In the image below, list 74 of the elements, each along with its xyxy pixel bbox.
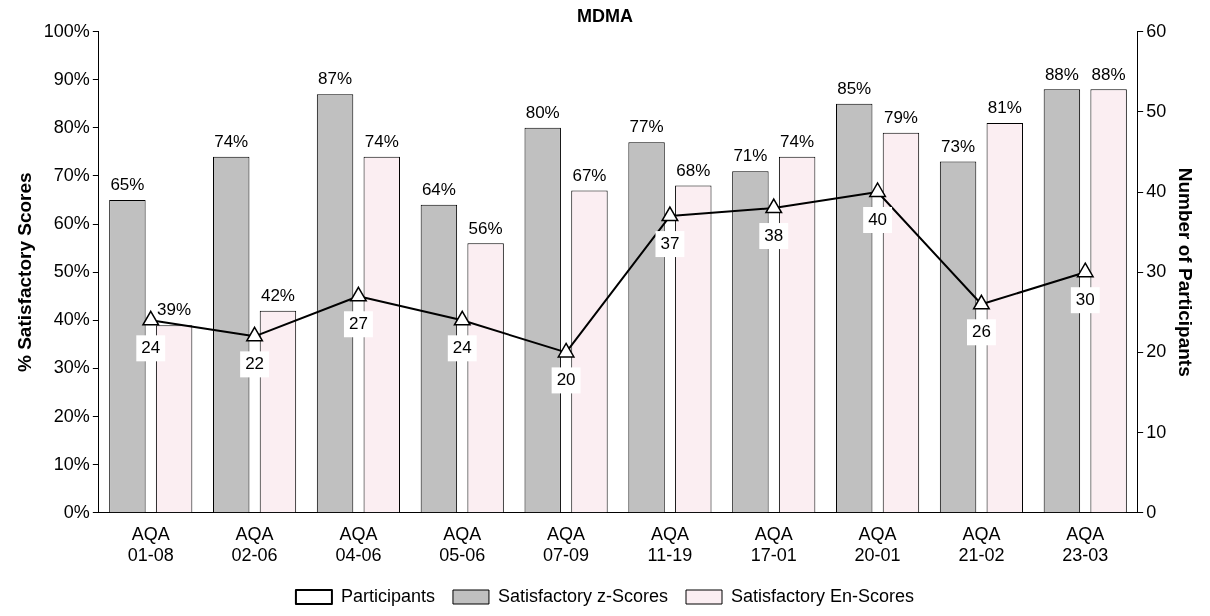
data-label: 30 <box>1075 289 1095 309</box>
data-label: 65% <box>110 175 145 195</box>
y2-tick-label: 20 <box>1146 341 1167 362</box>
y-tick-label: 10% <box>53 453 90 474</box>
y-tick-label: 100% <box>43 20 90 41</box>
x-tick-label: AQA 02-06 <box>231 523 278 566</box>
data-label: 87% <box>318 69 353 89</box>
data-label: 74% <box>214 131 249 151</box>
y2-tick-label: 40 <box>1146 180 1167 201</box>
data-label: 80% <box>525 103 560 123</box>
point <box>453 310 471 326</box>
data-label: 64% <box>421 180 456 200</box>
data-label: 38 <box>764 225 784 245</box>
y-tick-label: 80% <box>53 116 90 137</box>
data-label: 26 <box>971 321 991 341</box>
y-tick-label: 20% <box>53 405 90 426</box>
legend-label: Participants <box>340 585 435 606</box>
y2-tick-label: 60 <box>1146 20 1167 41</box>
x-tick-label: AQA 11-19 <box>647 523 693 566</box>
y2-tick-label: 0 <box>1146 501 1157 522</box>
y-tick-label: 50% <box>53 261 90 282</box>
data-label: 74% <box>780 131 815 151</box>
data-label: 71% <box>733 146 768 166</box>
y2-tick-label: 30 <box>1146 261 1167 282</box>
y-tick-label: 90% <box>53 68 90 89</box>
data-label: 67% <box>572 165 607 185</box>
data-label: 88% <box>1091 64 1126 84</box>
data-label: 40 <box>868 209 888 229</box>
x-tick-label: AQA 07-09 <box>543 523 590 566</box>
data-label: 42% <box>260 285 295 305</box>
y2-axis-title: Number of Participants <box>1175 167 1197 377</box>
y-tick-label: 40% <box>53 309 90 330</box>
data-label: 39% <box>157 300 192 320</box>
y-tick-label: 60% <box>53 213 90 234</box>
data-label: 79% <box>883 107 918 127</box>
data-label: 73% <box>941 136 976 156</box>
y2-tick-label: 10 <box>1146 421 1167 442</box>
x-tick-label: AQA 23-03 <box>1062 523 1109 566</box>
chart-title: MDMA <box>577 5 633 26</box>
x-tick-label: AQA 05-06 <box>439 523 486 566</box>
point <box>246 326 264 342</box>
point <box>349 286 367 302</box>
data-label: 77% <box>629 117 664 137</box>
y-tick-label: 30% <box>53 357 90 378</box>
data-label: 37 <box>660 233 680 253</box>
point <box>972 294 990 310</box>
legend-label: Satisfactory z-Scores <box>497 585 669 606</box>
point <box>869 182 887 198</box>
y-tick-label: 70% <box>53 164 90 185</box>
y-tick-label: 0% <box>63 501 90 522</box>
data-label: 22 <box>245 354 265 374</box>
data-label: 85% <box>837 78 872 98</box>
data-label: 88% <box>1044 64 1079 84</box>
data-label: 20 <box>556 370 576 390</box>
point <box>142 310 160 326</box>
data-label: 56% <box>468 218 503 238</box>
data-label: 27 <box>348 313 368 333</box>
point <box>1076 262 1094 278</box>
x-tick-label: AQA 20-01 <box>854 523 901 566</box>
y2-tick-label: 50 <box>1146 100 1167 121</box>
y-axis-title: % Satisfactory Scores <box>13 172 35 372</box>
legend-label: Satisfactory En-Scores <box>731 585 915 606</box>
data-label: 68% <box>676 160 711 180</box>
x-tick-label: AQA 17-01 <box>750 523 797 566</box>
data-label: 81% <box>987 98 1022 118</box>
x-tick-label: AQA 04-06 <box>335 523 382 566</box>
x-tick-label: AQA 21-02 <box>958 523 1005 566</box>
point <box>765 198 783 214</box>
x-tick-label: AQA 01-08 <box>127 523 174 566</box>
data-label: 24 <box>141 338 161 358</box>
data-label: 24 <box>452 338 472 358</box>
data-label: 74% <box>364 131 399 151</box>
point <box>557 342 575 358</box>
point <box>661 206 679 222</box>
